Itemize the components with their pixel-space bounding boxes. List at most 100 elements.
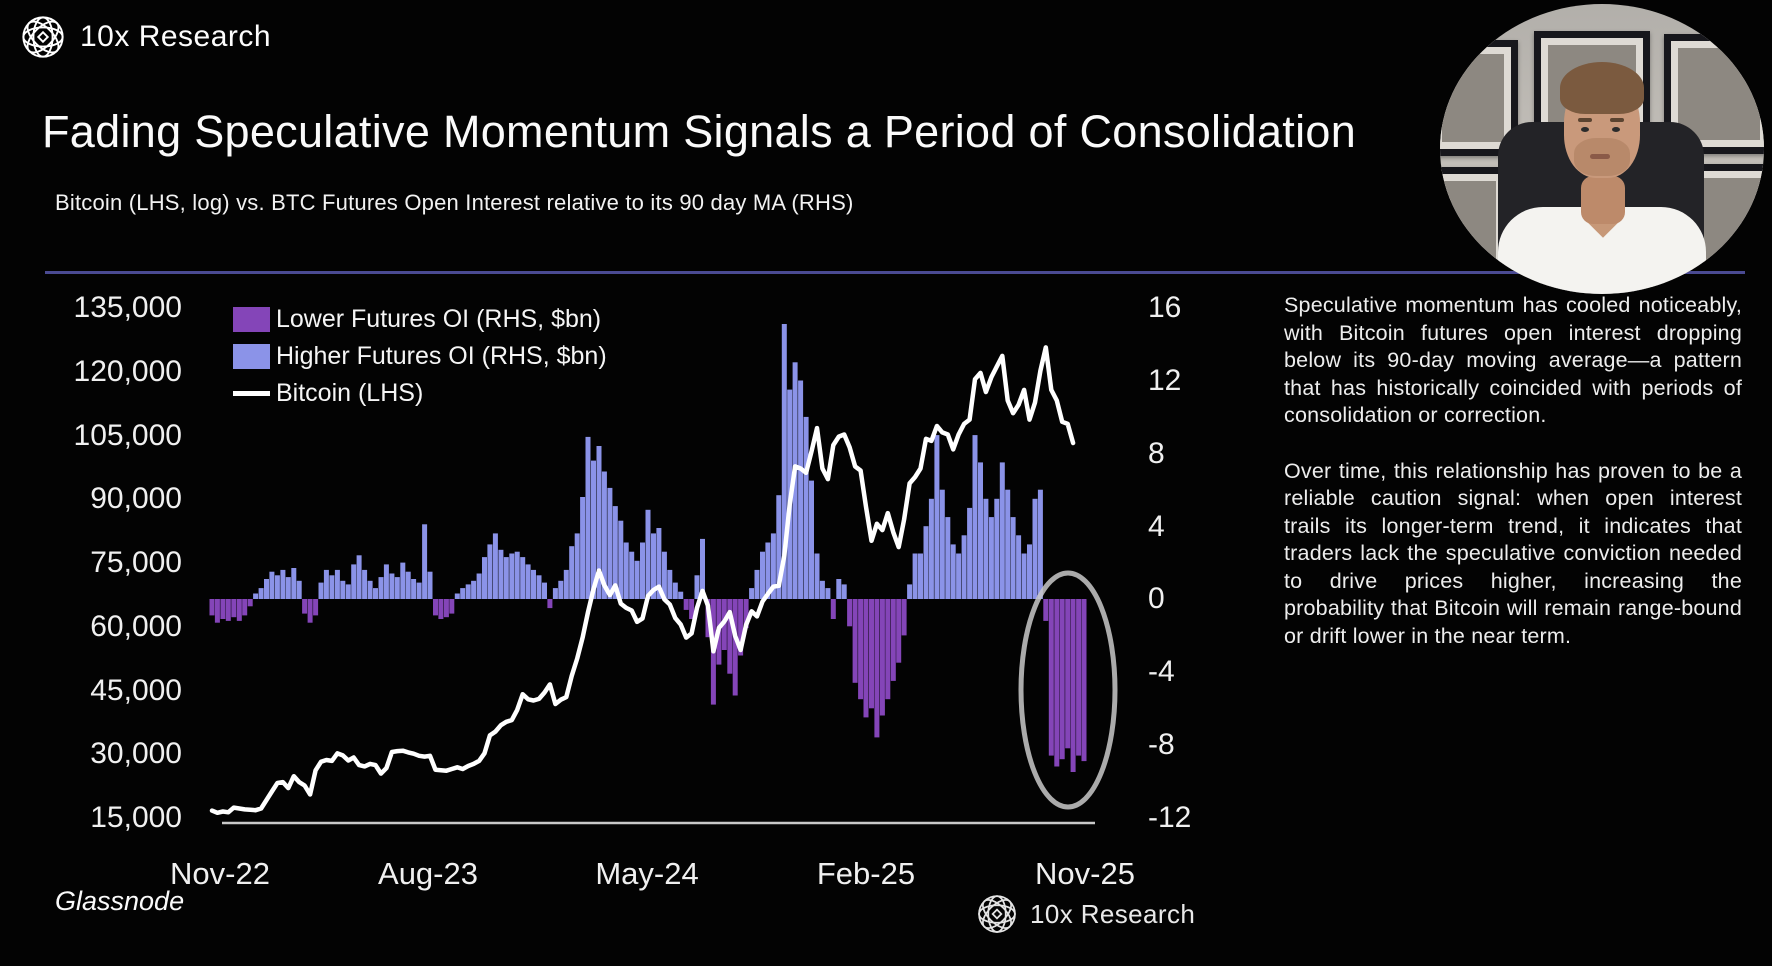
higher-oi-bar <box>563 569 569 599</box>
wall-picture-frame <box>1440 40 1518 156</box>
chart-subtitle: Bitcoin (LHS, log) vs. BTC Futures Open … <box>55 190 854 215</box>
left-axis-tick: 30,000 <box>90 737 182 770</box>
higher-oi-bar <box>912 553 918 599</box>
lower-oi-bar <box>247 599 253 607</box>
higher-oi-bar <box>460 588 466 599</box>
lower-oi-bar <box>1043 599 1049 621</box>
lower-oi-bar <box>743 599 749 629</box>
lower-oi-bar <box>874 599 880 738</box>
lower-oi-bar <box>1070 599 1076 772</box>
higher-oi-bar <box>629 551 635 599</box>
higher-oi-bar <box>819 580 825 599</box>
right-axis-tick: 16 <box>1148 291 1181 324</box>
higher-oi-bar <box>634 560 640 599</box>
right-axis-tick: -8 <box>1148 728 1175 761</box>
higher-oi-bar <box>776 495 782 599</box>
left-axis-tick: 135,000 <box>74 291 182 324</box>
higher-oi-bar <box>770 533 776 599</box>
higher-oi-bar <box>591 460 596 599</box>
lower-oi-bar <box>738 599 744 656</box>
higher-oi-bar <box>596 446 602 599</box>
lower-oi-bar <box>852 599 858 683</box>
lower-oi-bar <box>732 599 738 696</box>
bitcoin-price-line <box>209 345 1076 816</box>
higher-oi-bar <box>569 546 575 599</box>
right-axis-tick: 12 <box>1148 364 1181 397</box>
lower-oi-bar <box>896 599 902 663</box>
x-axis-tick: Feb-25 <box>817 856 915 891</box>
higher-oi-bar <box>918 553 923 599</box>
lower-oi-bar <box>225 599 231 621</box>
brand-logo: 10x Research <box>20 14 271 60</box>
lower-oi-bar <box>869 599 874 709</box>
header-separator-line <box>45 271 1745 274</box>
higher-oi-bar <box>253 593 259 599</box>
legend-label: Bitcoin (LHS) <box>276 379 424 407</box>
right-axis-tick: 0 <box>1148 582 1165 615</box>
higher-oi-bar <box>405 571 411 599</box>
higher-oi-bar <box>351 564 357 599</box>
commentary-panel: Speculative momentum has cooled noticeab… <box>1284 292 1742 678</box>
higher-oi-bar <box>956 553 962 599</box>
higher-oi-bar <box>552 588 558 599</box>
higher-oi-bar <box>340 580 346 599</box>
commentary-paragraph: Speculative momentum has cooled noticeab… <box>1284 293 1742 427</box>
higher-oi-bar <box>640 542 645 599</box>
presenter-neck <box>1581 176 1625 224</box>
lower-oi-bar <box>1059 599 1065 760</box>
higher-oi-bar <box>498 549 504 599</box>
lower-oi-bar <box>727 599 733 674</box>
10x-research-globe-icon <box>978 895 1016 933</box>
higher-oi-bar <box>258 588 264 599</box>
higher-oi-bar <box>411 579 417 599</box>
higher-oi-bar <box>1037 489 1043 599</box>
higher-oi-bar <box>841 584 847 599</box>
higher-oi-bar <box>558 580 564 599</box>
left-axis-tick: 90,000 <box>90 482 182 515</box>
higher-oi-bar <box>945 517 951 599</box>
left-axis-tick: 105,000 <box>74 419 182 452</box>
higher-oi-bar <box>694 575 700 599</box>
higher-oi-bar <box>345 584 351 599</box>
higher-oi-bar <box>1010 517 1016 599</box>
higher-oi-bar <box>334 569 340 599</box>
higher-oi-bar <box>329 575 335 599</box>
lower-oi-bar <box>302 599 308 614</box>
higher-oi-bar <box>574 533 580 599</box>
bitcoin-line-swatch <box>233 391 270 396</box>
lower-oi-bar <box>863 599 869 718</box>
higher-oi-bar <box>514 551 520 599</box>
lower-oi-bar <box>231 599 237 618</box>
higher-oi-bar <box>661 551 667 599</box>
higher-oi-bar <box>809 480 814 599</box>
commentary-paragraph: Over time, this relationship has proven … <box>1284 458 1742 648</box>
higher-oi-bar <box>520 557 526 599</box>
higher-oi-bar <box>389 573 395 599</box>
lower-oi-bar <box>547 599 553 609</box>
presenter-webcam-video <box>1440 4 1764 294</box>
higher-oi-bar <box>749 588 755 599</box>
lower-oi-bar <box>1081 599 1087 762</box>
higher-oi-bar <box>972 435 978 599</box>
lower-oi-bar <box>214 599 220 623</box>
higher-oi-bar <box>542 582 547 599</box>
presenter-mouth <box>1590 154 1610 159</box>
higher-oi-bar <box>798 380 804 599</box>
higher-oi-bar <box>765 542 771 599</box>
higher-oi-bar <box>422 524 428 599</box>
lower-oi-bar <box>858 599 864 700</box>
higher-oi-bar <box>362 569 368 599</box>
watermark-text: 10x Research <box>1030 898 1196 929</box>
higher-oi-bar <box>318 582 324 599</box>
lower-oi-bar <box>885 599 891 700</box>
higher-oi-bar <box>618 520 624 599</box>
presenter-eyebrow <box>1578 118 1592 122</box>
higher-oi-bar <box>667 569 673 599</box>
lower-oi-bar <box>890 599 896 681</box>
lower-oi-bar <box>847 599 853 627</box>
higher-oi-bar <box>645 509 651 599</box>
higher-oi-bar <box>383 564 389 599</box>
higher-oi-bar <box>1016 535 1022 599</box>
lower-oi-bar <box>1054 599 1060 767</box>
